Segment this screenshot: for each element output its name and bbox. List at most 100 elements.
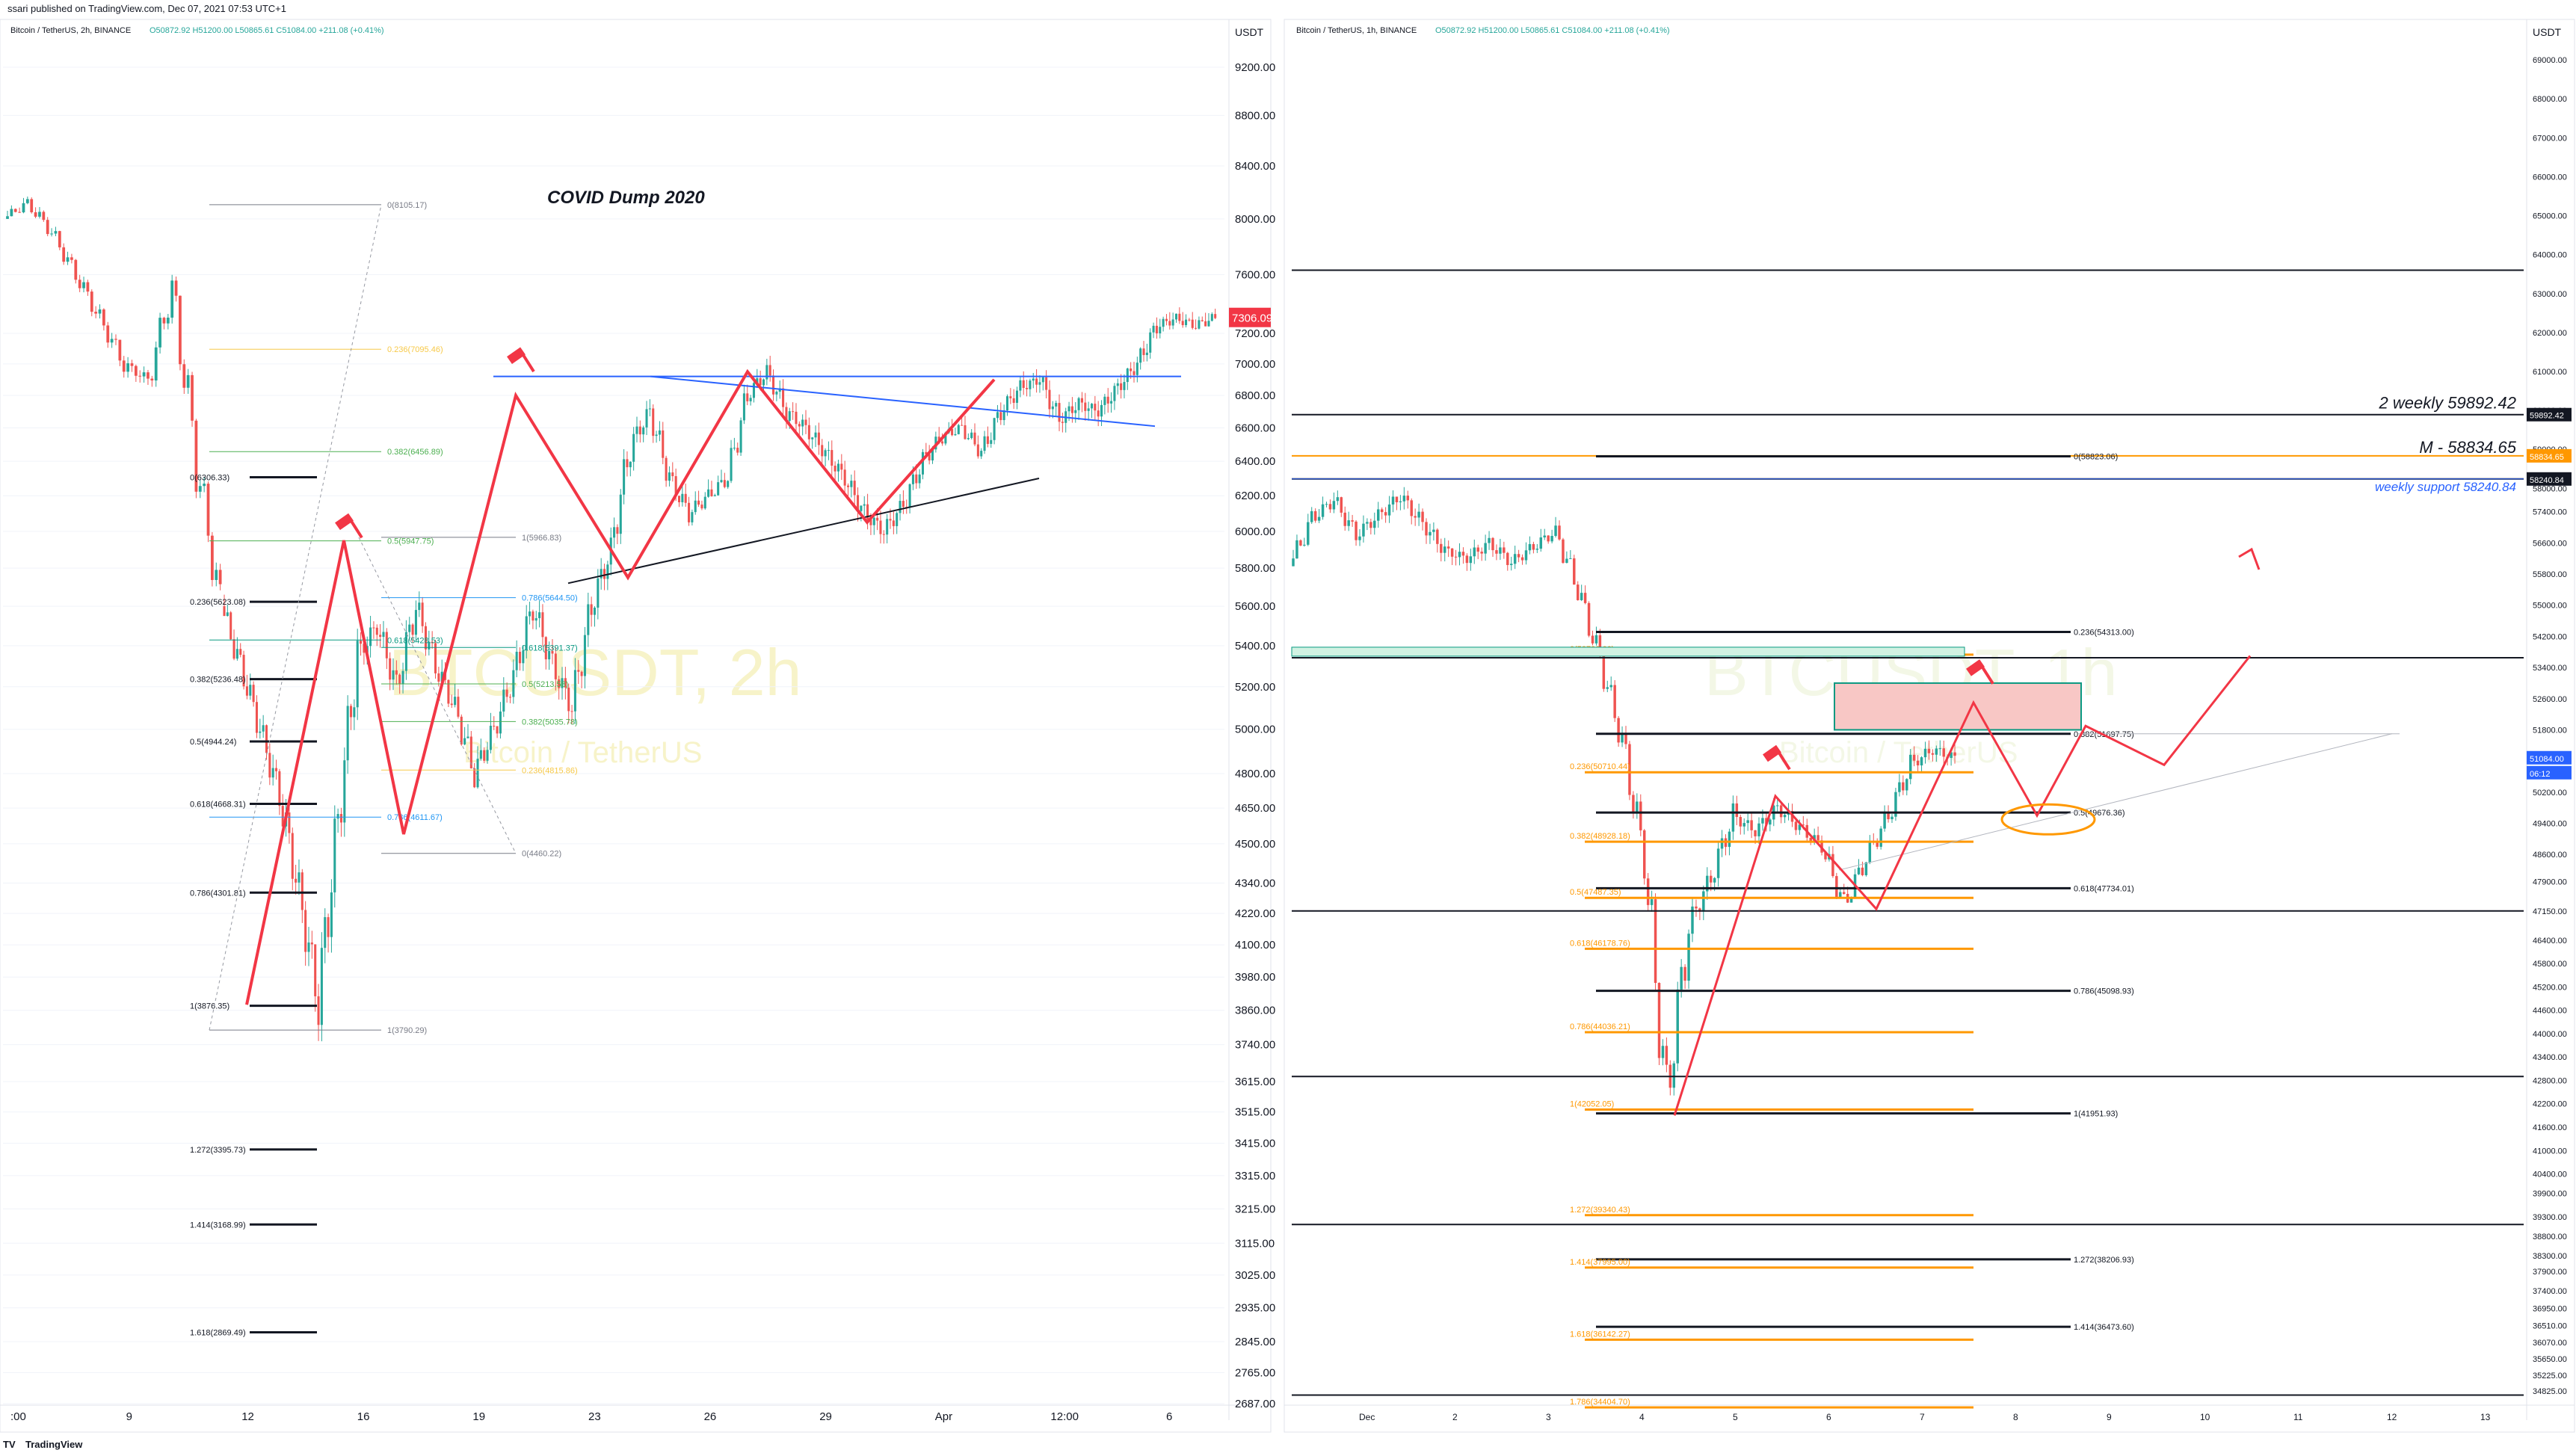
right-candle-candle [1362, 523, 1365, 537]
tradingview-brand[interactable]: TradingView [25, 1439, 83, 1450]
left-candle-recovery-candle [307, 942, 310, 952]
right-candle-candle [1591, 635, 1594, 644]
right-candle-candle [1720, 838, 1724, 849]
right-x-tick: 8 [2013, 1412, 2018, 1422]
left-y-tick: 4340.00 [1235, 877, 1275, 889]
left-y-tick: 6600.00 [1235, 422, 1275, 434]
left-candle-recovery-candle [1165, 318, 1168, 321]
left-candle-recovery-candle [421, 602, 424, 626]
left-candle-recovery-candle [967, 438, 970, 439]
left-candle-recovery-candle [232, 639, 235, 659]
right-candle-candle [1935, 748, 1938, 755]
right-price-tag-label: 58834.65 [2530, 453, 2564, 462]
right-fib-orange-label: 1.618(36142.27) [1570, 1330, 1630, 1339]
left-candle-recovery-candle [327, 917, 330, 937]
left-candle-dump-candle [22, 203, 25, 213]
left-candle-recovery-candle [531, 611, 534, 621]
right-candle-candle [1417, 511, 1420, 518]
left-candle-recovery-candle [1045, 377, 1048, 390]
left-candle-recovery-candle [937, 437, 940, 442]
left-candle-recovery-candle [291, 833, 294, 879]
left-candle-dump-candle [13, 209, 17, 212]
left-candle-recovery-candle [1120, 383, 1123, 390]
right-candle-candle [1573, 558, 1576, 585]
right-candle-candle [1902, 782, 1905, 791]
left-candle-recovery-candle [392, 670, 395, 680]
right-candle-candle [1539, 537, 1543, 549]
hammer-handle-icon [1981, 666, 1994, 685]
left-x-tick: Apr [935, 1410, 952, 1423]
right-candle-candle [1576, 584, 1580, 600]
right-x-tick: 4 [1639, 1412, 1645, 1422]
right-candle-candle [1650, 899, 1654, 905]
left-candle-recovery-candle [817, 432, 820, 445]
right-candle-candle [1580, 593, 1583, 600]
left-candle-recovery-candle [1026, 388, 1029, 389]
right-price-tag-label: 58240.84 [2530, 476, 2564, 485]
right-annotation: M - 58834.65 [2419, 438, 2516, 457]
left-candle-recovery-candle [564, 678, 567, 688]
left-candle-recovery-candle [869, 519, 872, 525]
right-candle-candle [1713, 877, 1716, 883]
left-candle-recovery-candle [573, 670, 576, 712]
right-candle-candle [1528, 543, 1532, 551]
left-candle-recovery-candle [463, 738, 466, 744]
left-candle-recovery-candle [1070, 406, 1073, 413]
left-candle-recovery-candle [642, 427, 645, 435]
right-y-tick: 37900.00 [2533, 1268, 2567, 1277]
right-candle-candle [1524, 550, 1528, 561]
left-candle-dump-candle [82, 282, 85, 289]
right-candle-candle [1809, 837, 1812, 842]
right-x-tick: 3 [1546, 1412, 1551, 1422]
right-candle-candle [1495, 550, 1498, 554]
right-candle-candle [1506, 552, 1509, 565]
left-x-tick: 19 [472, 1410, 485, 1423]
left-candle-recovery-candle [668, 472, 671, 481]
right-fib-orange-label: 0.618(46178.76) [1570, 939, 1630, 948]
left-candle-dump-candle [98, 309, 102, 314]
left-candle-dump-candle [86, 282, 90, 292]
left-candle-recovery-candle [811, 437, 814, 439]
left-last-price-label: 7306.09 [1232, 312, 1272, 325]
left-candle-recovery-candle [570, 711, 573, 712]
right-candle-candle [1905, 779, 1908, 791]
left-candle-recovery-candle [1214, 314, 1217, 318]
left-candle-dump-candle [170, 280, 174, 318]
left-candle-recovery-candle [525, 616, 528, 651]
left-candle-dump-series [6, 196, 222, 590]
right-candle-candle [1831, 854, 1834, 877]
left-fib-black-label: 0.786(4301.81) [190, 889, 246, 898]
right-candle-candle [1839, 892, 1842, 898]
right-candle-candle [1550, 536, 1553, 542]
left-candle-recovery-candle [1022, 380, 1025, 389]
left-candle-recovery-candle [473, 768, 476, 788]
right-candle-candle [1554, 525, 1557, 537]
left-candle-dump-candle [142, 372, 146, 377]
left-candle-dump-candle [54, 231, 58, 234]
right-candle-candle [1310, 510, 1313, 522]
right-candle-candle [1532, 543, 1535, 550]
left-candle-recovery-candle [957, 425, 960, 434]
left-candle-recovery-candle [249, 685, 252, 696]
left-candle-recovery-candle [1002, 410, 1005, 421]
left-candle-recovery-candle [831, 450, 833, 466]
left-candle-recovery-candle [1106, 396, 1109, 404]
right-candle-candle [1908, 754, 1912, 780]
left-y-tick: 5400.00 [1235, 640, 1275, 653]
right-y-tick: 37400.00 [2533, 1287, 2567, 1296]
right-candle-candle [1775, 805, 1779, 806]
left-candle-recovery-candle [561, 678, 564, 688]
right-price-tag [2527, 472, 2572, 486]
right-x-tick: 6 [1826, 1412, 1831, 1422]
right-candle-candle [1661, 1046, 1665, 1058]
right-candle-candle [1783, 815, 1787, 818]
left-candle-recovery-candle [662, 430, 665, 458]
left-candle-recovery-candle [493, 725, 496, 727]
left-candle-dump-candle [150, 378, 154, 381]
tradingview-logo[interactable]: TV [3, 1439, 16, 1450]
left-candle-dump-candle [25, 199, 29, 203]
left-fib-small-label: 0.618(5391.37) [522, 644, 578, 653]
right-candle-candle [1743, 823, 1745, 827]
right-fib-orange-label: 0.236(50710.44) [1570, 762, 1630, 771]
